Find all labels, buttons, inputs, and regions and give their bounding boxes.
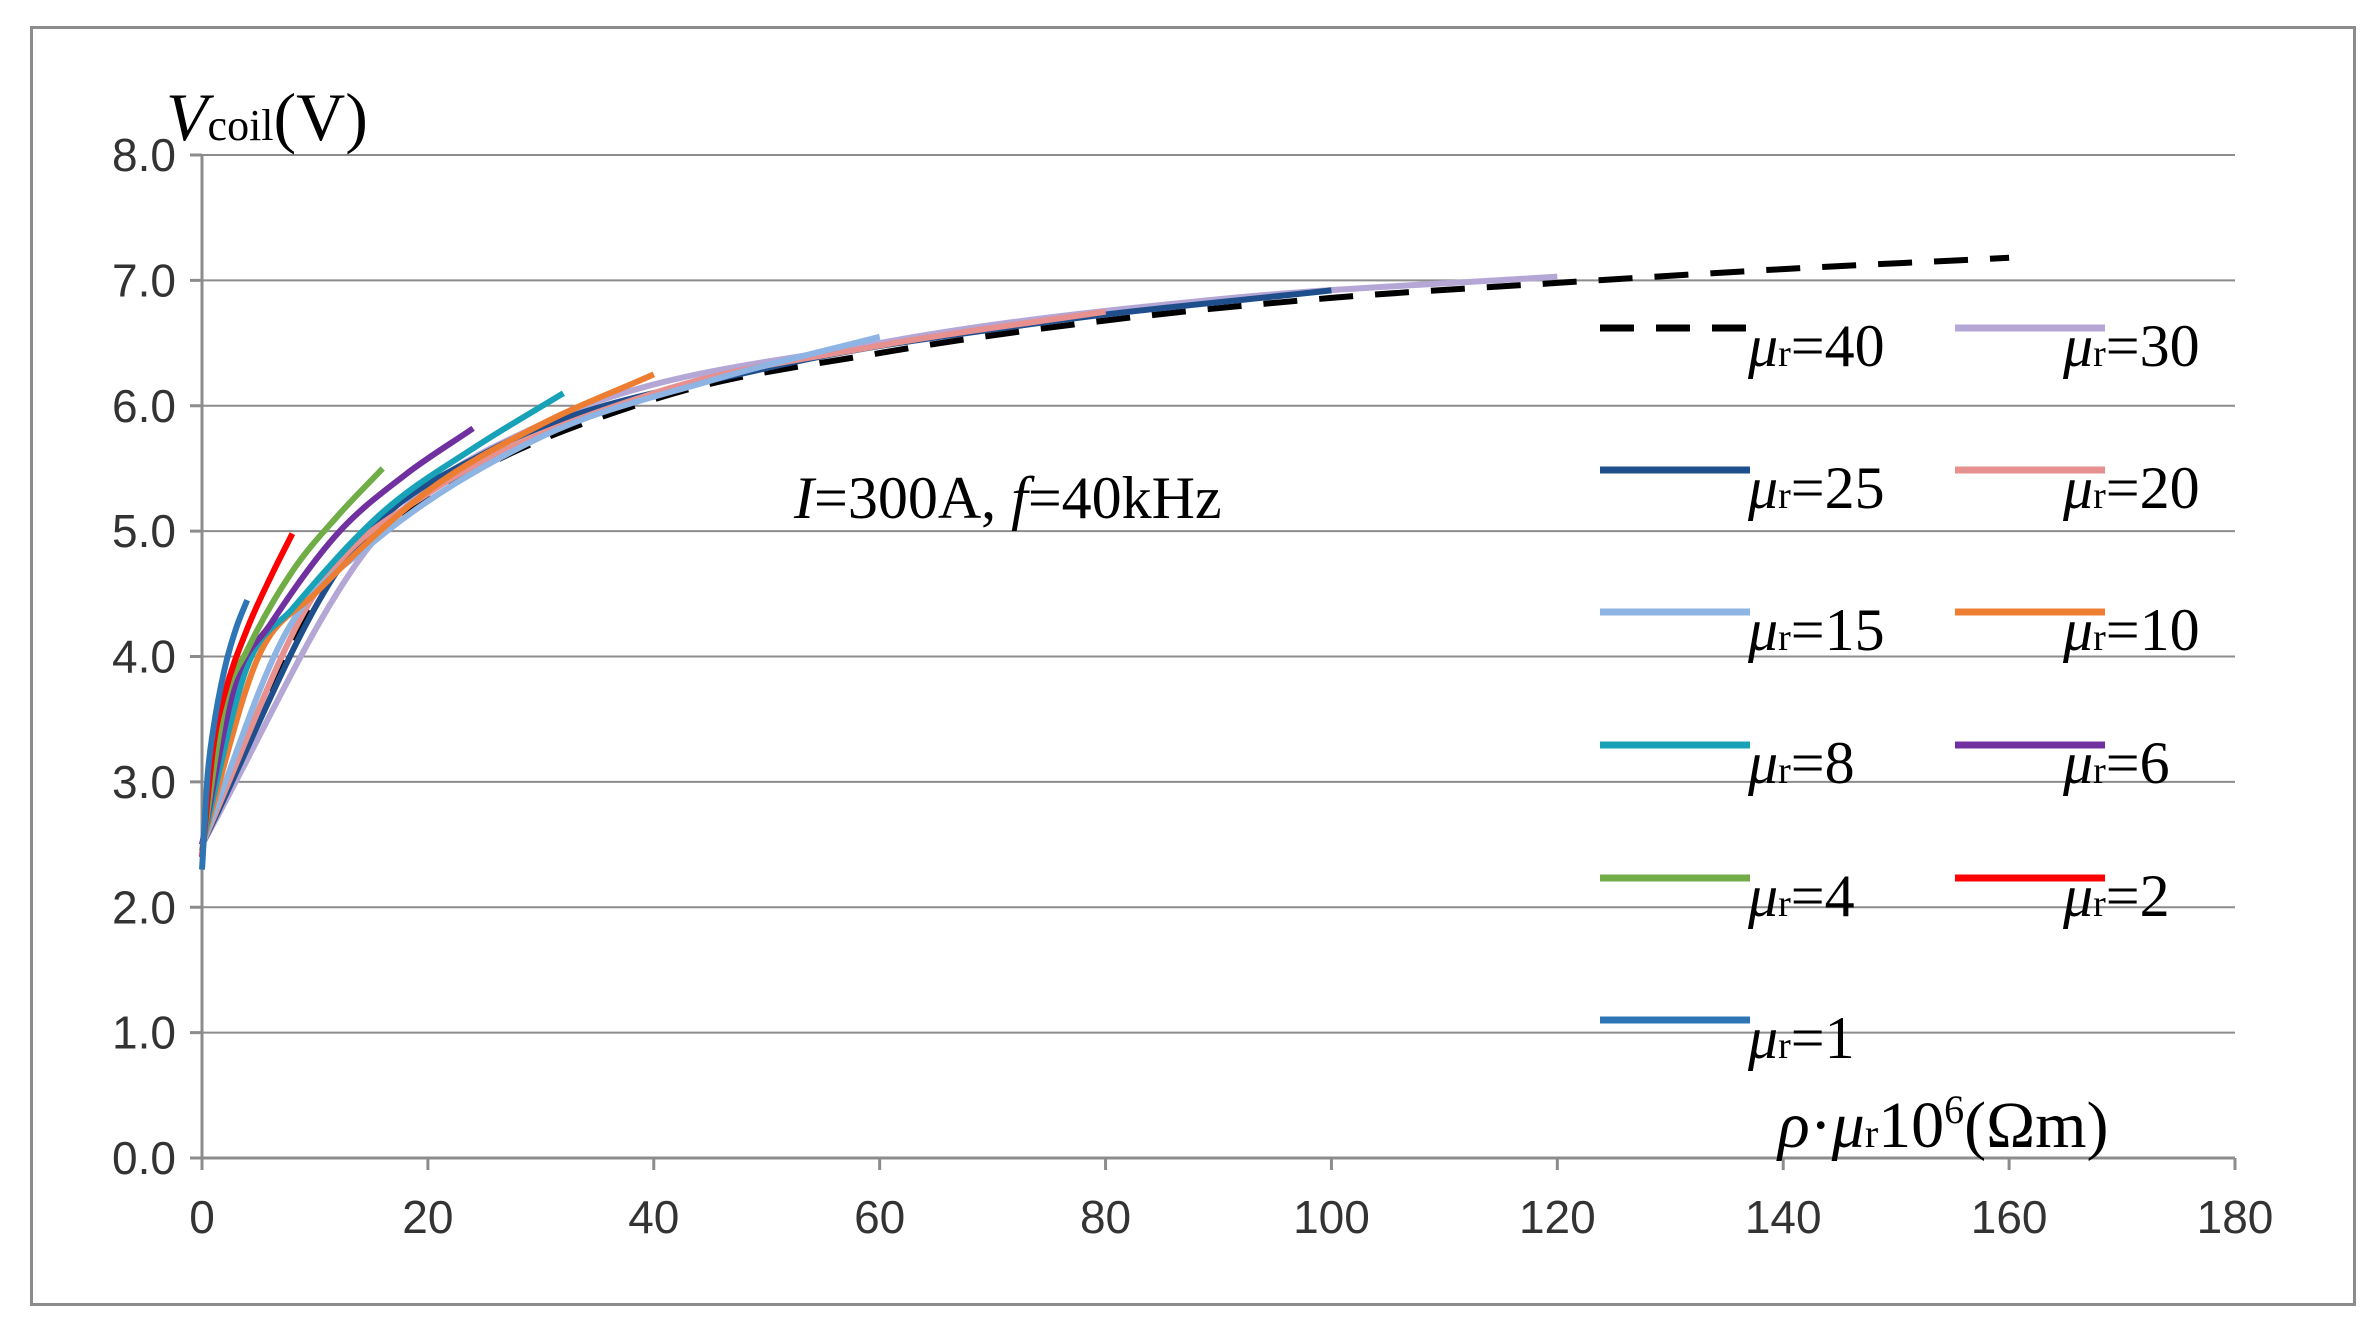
x-tick-label: 60	[854, 1191, 905, 1243]
legend-label-mu-6: μr=6	[2062, 730, 2170, 796]
series-line-mu-15	[199, 333, 881, 846]
y-tick-label: 5.0	[112, 505, 176, 557]
x-tick-label: 20	[402, 1191, 453, 1243]
y-tick-label: 8.0	[112, 129, 176, 181]
legend-label-mu-40: μr=40	[1747, 313, 1885, 379]
annotation-current-symbol: I	[793, 465, 817, 531]
series-line-mu-30	[199, 273, 1558, 847]
x-axis-label-mantissa: 10	[1878, 1089, 1944, 1162]
y-tick-label: 3.0	[112, 756, 176, 808]
x-axis-label-exponent: 6	[1944, 1087, 1964, 1132]
y-tick-label: 7.0	[112, 254, 176, 306]
x-axis-label-rho: ρ	[1776, 1089, 1810, 1162]
y-axis-label: Vcoil(V)	[166, 79, 368, 155]
x-tick-label: 0	[189, 1191, 215, 1243]
x-axis-label-sub: r	[1865, 1111, 1878, 1156]
annotation-current-value: =300A,	[814, 465, 1011, 531]
x-axis-label-unit: (Ωm)	[1964, 1089, 2108, 1162]
chart-frame	[30, 26, 2356, 1306]
legend-label-mu-20: μr=20	[2062, 455, 2200, 521]
series-line-mu-20	[199, 308, 1107, 846]
series-line-mu-10	[199, 371, 656, 846]
y-tick-label: 0.0	[112, 1132, 176, 1184]
x-tick-label: 140	[1745, 1191, 1822, 1243]
x-tick-label: 80	[1080, 1191, 1131, 1243]
chart-annotation: I=300A, f=40kHz	[793, 465, 1222, 531]
y-tick-label: 2.0	[112, 881, 176, 933]
x-tick-label: 100	[1293, 1191, 1370, 1243]
legend-label-mu-15: μr=15	[1747, 597, 1885, 663]
y-tick-label: 1.0	[112, 1007, 176, 1059]
legend-label-mu-2: μr=2	[2062, 863, 2170, 929]
y-tick-label: 4.0	[112, 631, 176, 683]
series-line-mu-4	[199, 466, 385, 852]
y-axis-label-symbol: V	[166, 79, 215, 155]
series-line-mu-6	[199, 425, 475, 846]
y-axis-label-unit: (V)	[274, 79, 368, 155]
x-tick-label: 40	[628, 1191, 679, 1243]
series-line-mu-40	[199, 254, 2010, 846]
x-axis-label: ρ·μr106(Ωm)	[1776, 1087, 2108, 1162]
legend-label-mu-4: μr=4	[1747, 863, 1855, 929]
x-axis-label-mu: μ	[1831, 1089, 1865, 1162]
legend-layer: μr=40 μr=30 μr=25 μr=20 μr=15 μr=10 μr=8 μr=6 μr…	[1600, 313, 2200, 1071]
annotation-freq-value: =40kHz	[1028, 465, 1222, 531]
x-tick-label: 120	[1519, 1191, 1596, 1243]
grid-layer	[202, 154, 2235, 1034]
series-layer	[199, 254, 2010, 870]
x-axis-label-dot: ·	[1810, 1089, 1832, 1162]
legend-label-mu-30: μr=30	[2062, 313, 2200, 379]
legend-label-mu-25: μr=25	[1747, 455, 1885, 521]
y-axis-label-subscript: coil	[208, 101, 274, 150]
series-line-mu-1	[199, 598, 250, 870]
legend-label-mu-8: μr=8	[1747, 730, 1855, 796]
x-tick-label: 180	[2197, 1191, 2274, 1243]
legend-label-mu-1: μr=1	[1747, 1005, 1855, 1071]
series-line-mu-8	[199, 390, 565, 846]
legend-label-mu-10: μr=10	[2062, 597, 2200, 663]
tick-layer: 0.0 1.0 2.0 3.0 4.0 5.0 6.0 7.0 8.0 0 20 40 60 80 100 1…	[112, 129, 2273, 1243]
y-tick-label: 6.0	[112, 380, 176, 432]
x-tick-label: 160	[1971, 1191, 2048, 1243]
